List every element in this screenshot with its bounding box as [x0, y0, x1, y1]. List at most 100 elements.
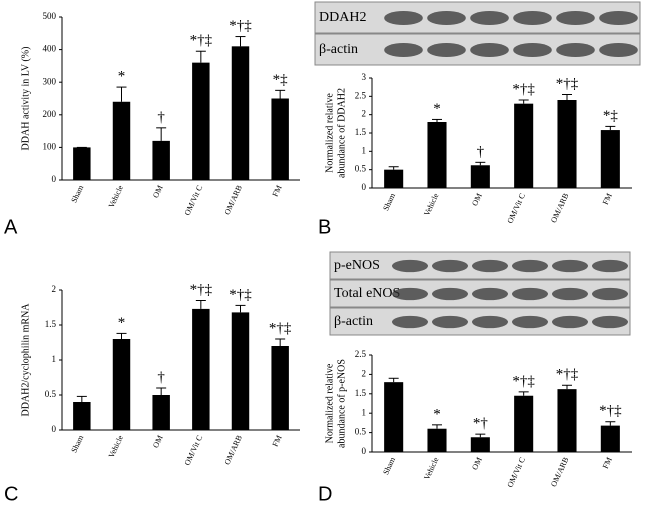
blot-label: β-actin [319, 42, 358, 57]
y-axis-label: Normalized relative [324, 363, 335, 443]
y-tick-label: 0.5 [355, 427, 367, 437]
significance-marker: *†‡ [229, 18, 252, 34]
bar [470, 437, 490, 452]
x-tick-label: Vehicle [107, 183, 125, 209]
x-tick-label: OM [470, 192, 484, 207]
y-tick-label: 3 [362, 72, 367, 82]
y-tick-label: 100 [43, 141, 57, 151]
blot-band [470, 42, 509, 58]
x-tick-label: OM/Vit C [505, 456, 527, 489]
blot-band [432, 287, 468, 301]
y-axis-label: abundance of DDAH2 [336, 88, 347, 178]
significance-marker: *†‡ [556, 76, 579, 92]
x-tick-label: Sham [381, 191, 397, 212]
x-tick-label: OM/Vit C [183, 184, 205, 217]
significance-marker: *† [473, 416, 489, 432]
blot-band [592, 315, 628, 329]
significance-marker: *†‡ [512, 373, 535, 389]
bar [557, 389, 577, 452]
y-tick-label: 0.5 [355, 164, 367, 174]
significance-marker: *†‡ [556, 367, 579, 383]
blot-band [513, 10, 552, 26]
blot-band [427, 10, 466, 26]
y-tick-label: 1.5 [355, 127, 367, 137]
significance-marker: * [118, 69, 126, 85]
blot-band [472, 259, 508, 273]
bar [514, 103, 534, 188]
y-tick-label: 200 [43, 109, 57, 119]
y-tick-label: 0 [362, 182, 367, 192]
bar [192, 308, 210, 430]
blot-band [592, 287, 628, 301]
bar [557, 100, 577, 188]
panel-label: B [318, 216, 331, 238]
significance-marker: † [477, 144, 485, 160]
y-tick-label: 2 [362, 368, 367, 378]
blot-label: p-eNOS [334, 258, 380, 273]
y-axis-label: abundance of p-eNOS [336, 359, 347, 448]
y-tick-label: 2.5 [355, 90, 367, 100]
blot-band [384, 10, 423, 26]
panel-label: D [318, 483, 332, 505]
significance-marker: * [433, 101, 441, 117]
x-tick-label: OM/Vit C [183, 434, 205, 467]
significance-marker: *‡ [273, 72, 289, 88]
significance-marker: *†‡ [229, 287, 252, 303]
bar [600, 130, 620, 188]
x-tick-label: OM/ARB [549, 456, 571, 488]
bar [271, 346, 289, 430]
blot-band [552, 315, 588, 329]
x-tick-label: OM [151, 434, 165, 449]
blot-band [556, 42, 595, 58]
blot-band [432, 315, 468, 329]
blot-band [392, 287, 428, 301]
x-tick-label: OM [151, 184, 165, 199]
y-tick-label: 0.5 [45, 389, 57, 399]
significance-marker: *†‡ [599, 403, 622, 419]
y-tick-label: 500 [43, 11, 57, 21]
bar [470, 165, 490, 188]
blot-band [556, 10, 595, 26]
x-tick-label: Sham [381, 455, 397, 476]
y-tick-label: 1 [52, 354, 57, 364]
significance-marker: *†‡ [190, 33, 213, 49]
bar [384, 382, 404, 452]
blot-band [512, 287, 548, 301]
bar [152, 140, 170, 180]
significance-marker: * [433, 406, 441, 422]
bar [231, 312, 250, 430]
y-tick-label: 1.5 [45, 319, 57, 329]
x-tick-label: OM/ARB [549, 192, 571, 224]
blot-band [599, 10, 638, 26]
blot-band [592, 259, 628, 273]
y-tick-label: 400 [43, 44, 57, 54]
blot-band [432, 259, 468, 273]
x-tick-label: OM/ARB [222, 434, 244, 466]
bar [427, 428, 447, 452]
panel-label: C [4, 483, 18, 505]
bar [73, 402, 91, 430]
blot-label: Total eNOS [334, 286, 400, 301]
blot-band [472, 287, 508, 301]
panel-label: A [4, 216, 18, 238]
blot-band [472, 315, 508, 329]
x-tick-label: Sham [69, 433, 85, 454]
y-tick-label: 1.5 [355, 388, 367, 398]
y-tick-label: 0 [52, 424, 57, 434]
y-tick-label: 2 [52, 284, 57, 294]
blot-band [392, 259, 428, 273]
x-tick-label: FM [271, 434, 284, 448]
x-tick-label: Vehicle [422, 191, 440, 217]
blot-band [513, 42, 552, 58]
bar [192, 62, 210, 180]
x-tick-label: FM [271, 184, 284, 198]
blot-label: β-actin [334, 314, 373, 329]
x-tick-label: OM [470, 456, 484, 471]
x-tick-label: FM [601, 192, 614, 206]
bar [271, 98, 289, 180]
blot-band [512, 315, 548, 329]
blot-label: DDAH2 [319, 10, 366, 25]
significance-marker: *†‡ [190, 282, 213, 298]
significance-marker: *‡ [603, 108, 619, 124]
